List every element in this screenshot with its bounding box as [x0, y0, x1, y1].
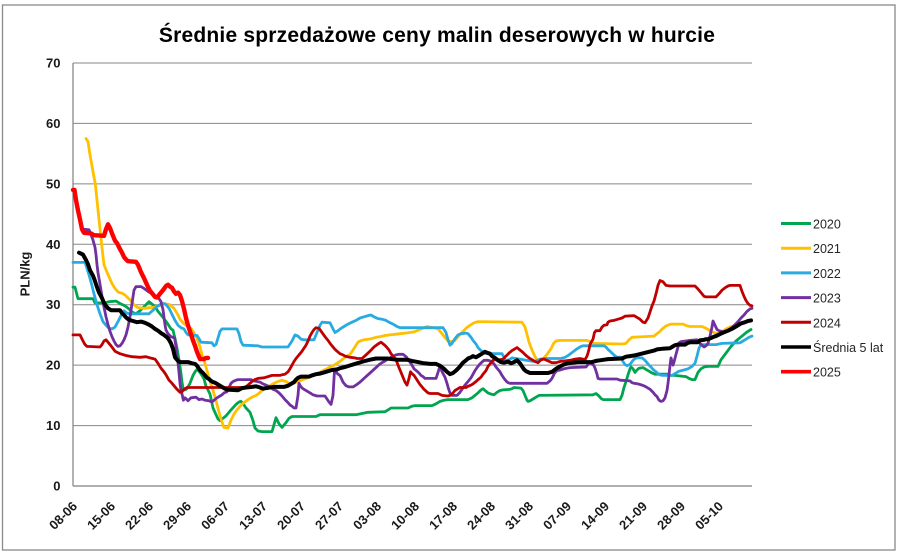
svg-text:2025: 2025	[813, 366, 841, 380]
svg-text:2023: 2023	[813, 292, 841, 306]
svg-text:30: 30	[46, 297, 60, 312]
svg-text:40: 40	[46, 237, 60, 252]
svg-text:20: 20	[46, 358, 60, 373]
svg-text:PLN/kg: PLN/kg	[18, 252, 33, 297]
svg-text:Średnie sprzedażowe ceny malin: Średnie sprzedażowe ceny malin deserowyc…	[159, 23, 715, 47]
svg-text:70: 70	[46, 56, 60, 71]
svg-text:60: 60	[46, 116, 60, 131]
svg-text:2020: 2020	[813, 218, 841, 232]
svg-text:0: 0	[53, 479, 60, 494]
svg-text:50: 50	[46, 176, 60, 191]
svg-text:2021: 2021	[813, 242, 841, 256]
svg-text:10: 10	[46, 418, 60, 433]
svg-text:2024: 2024	[813, 316, 841, 330]
svg-text:2022: 2022	[813, 267, 841, 281]
svg-text:Średnia 5 lat: Średnia 5 lat	[813, 340, 884, 355]
